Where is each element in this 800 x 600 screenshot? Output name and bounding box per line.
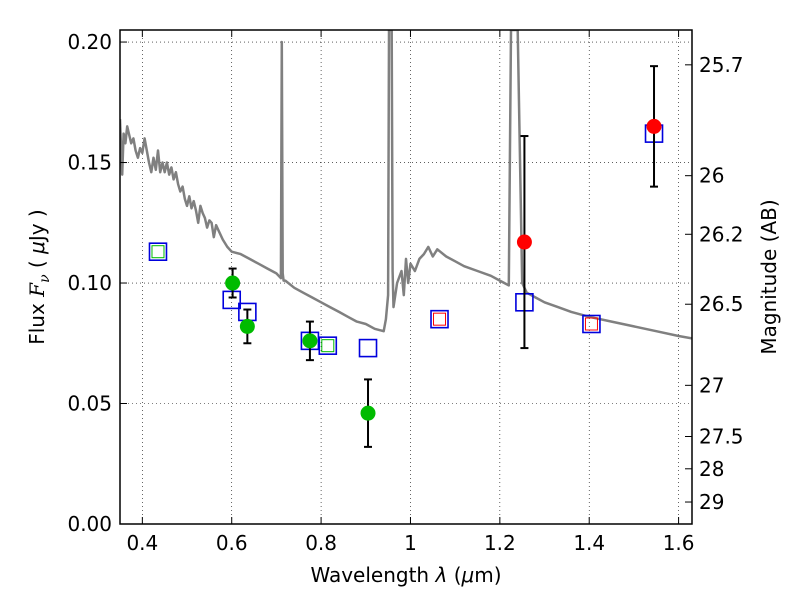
- x-axis-label: Wavelength λ (μm): [310, 563, 501, 587]
- y2-tick-label: 27.5: [699, 425, 744, 449]
- data-series: [120, 30, 692, 448]
- inner-square-marker: [433, 312, 447, 326]
- y-tick-label: 0.15: [67, 151, 112, 175]
- y2-tick-label: 29: [699, 490, 724, 514]
- inner-square-marker: [321, 339, 335, 353]
- y2-axis-label: Magnitude (AB): [757, 199, 781, 354]
- y-tick-label: 0.00: [67, 512, 112, 536]
- blue-square-marker: [358, 338, 378, 358]
- green-data-point: [239, 318, 255, 334]
- x-tick-label: 0.8: [305, 531, 337, 555]
- y-axis-label: Flux Fν ( μJy ): [25, 209, 53, 345]
- y-tick-label: 0.05: [67, 392, 112, 416]
- y2-tick-label: 26.2: [699, 222, 744, 246]
- plot-frame: [119, 29, 693, 525]
- y-tick-label: 0.10: [67, 271, 112, 295]
- red-data-point: [646, 118, 662, 134]
- y2-tick-label: 28: [699, 457, 724, 481]
- model-spectrum-line: [120, 30, 692, 340]
- red-data-point: [516, 234, 532, 250]
- x-tick-label: 1.6: [663, 531, 695, 555]
- y2-tick-label: 26: [699, 164, 724, 188]
- x-tick-label: 0.4: [126, 531, 158, 555]
- blue-square-marker: [318, 336, 338, 355]
- y2-tick-label: 25.7: [699, 53, 744, 77]
- axis-ticks: 0.4 0.6 0.8 1 1.2 1.4 1.6 0.00 0.05 0.10 0.15 0.20 2…: [67, 30, 744, 555]
- inner-square-marker: [584, 317, 598, 331]
- x-tick-label: 0.6: [216, 531, 248, 555]
- inner-square-marker: [151, 245, 165, 259]
- x-tick-label: 1.2: [484, 531, 516, 555]
- blue-square-marker: [430, 309, 449, 329]
- x-tick-label: 1.4: [573, 531, 605, 555]
- y2-tick-label: 26.5: [699, 292, 744, 316]
- blue-square-marker: [582, 314, 601, 334]
- green-data-point: [225, 275, 241, 291]
- x-tick-label: 1: [404, 531, 417, 555]
- blue-square-marker: [148, 242, 168, 261]
- green-data-point: [302, 333, 318, 349]
- y2-tick-label: 27: [699, 373, 724, 397]
- green-data-point: [360, 405, 376, 421]
- y-tick-label: 0.20: [67, 30, 112, 54]
